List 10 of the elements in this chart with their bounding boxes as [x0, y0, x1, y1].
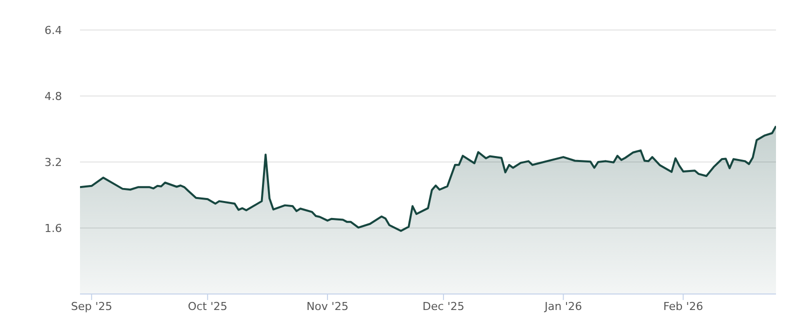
y-tick-label: 6.4: [44, 24, 62, 37]
x-tick-label: Feb '26: [663, 300, 704, 313]
x-tick-label: Dec '25: [422, 300, 464, 313]
x-tick-label: Oct '25: [188, 300, 228, 313]
x-tick-label: Sep '25: [70, 300, 112, 313]
x-tick-label: Nov '25: [306, 300, 348, 313]
x-tick-label: Jan '26: [544, 300, 582, 313]
y-tick-label: 3.2: [44, 156, 62, 169]
y-tick-label: 1.6: [44, 222, 62, 235]
y-tick-label: 4.8: [44, 90, 62, 103]
